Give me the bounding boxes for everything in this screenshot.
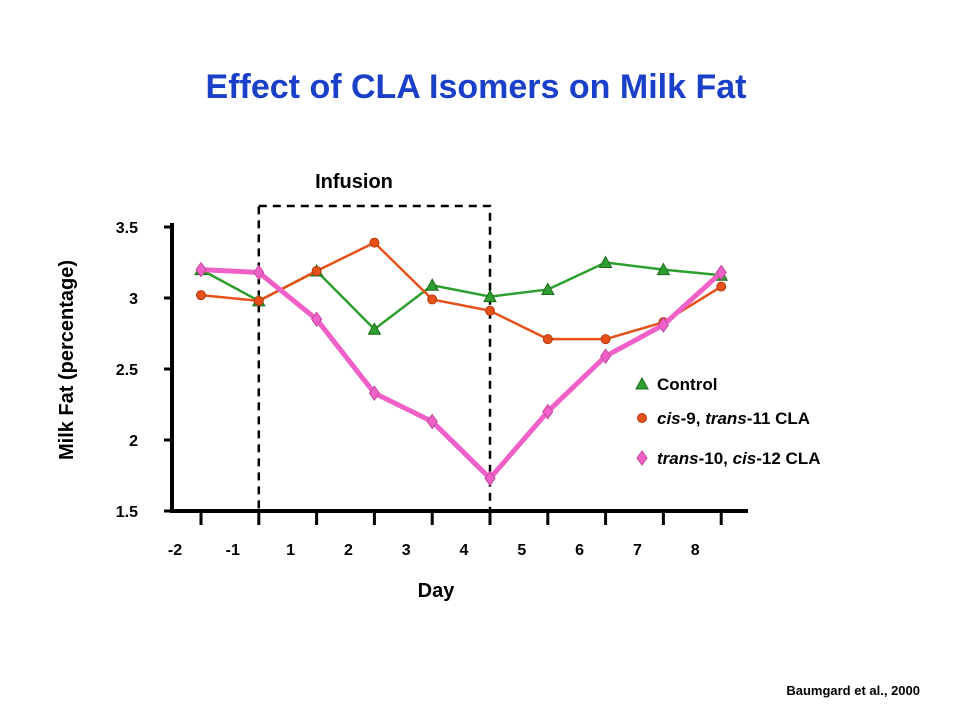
data-point xyxy=(368,385,381,402)
data-point xyxy=(600,334,611,345)
data-point xyxy=(542,403,554,420)
legend-marker xyxy=(636,450,648,466)
series-layer xyxy=(194,237,729,487)
legend-label: trans-10, cis-12 CLA xyxy=(657,449,820,468)
data-point xyxy=(715,264,727,281)
y-tick-label: 2 xyxy=(129,433,138,450)
x-tick-labels: -2 -1 1 2 3 4 5 6 7 8 xyxy=(168,511,723,559)
data-point xyxy=(425,278,440,291)
data-point xyxy=(311,266,322,277)
x-axis-label: Day xyxy=(418,580,456,602)
citation: Baumgard et al., 2000 xyxy=(786,683,920,698)
legend-label: cis-9, trans-11 CLA xyxy=(657,409,810,428)
x-tick-label: 8 xyxy=(691,542,700,559)
data-point xyxy=(427,294,438,305)
data-point xyxy=(540,282,555,295)
data-point xyxy=(598,255,613,268)
legend: Control cis-9, trans-11 CLA trans-10, cis-… xyxy=(635,375,820,468)
data-point xyxy=(483,289,497,303)
y-tick-labels: 1.5 2 2.5 3 3.5 xyxy=(116,220,172,521)
data-point xyxy=(367,322,382,335)
data-point xyxy=(253,264,265,281)
data-point xyxy=(484,470,496,487)
x-tick-label: 7 xyxy=(633,542,642,559)
series-line xyxy=(200,241,722,341)
infusion-label: Infusion xyxy=(315,171,393,193)
data-point xyxy=(657,317,670,333)
data-point xyxy=(196,290,206,301)
legend-marker xyxy=(635,376,649,390)
data-point xyxy=(426,413,438,430)
x-tick-label: -1 xyxy=(226,542,240,559)
series-0 xyxy=(194,255,729,335)
data-point xyxy=(716,281,727,292)
data-point xyxy=(485,305,495,316)
x-tick-label: 3 xyxy=(402,542,411,559)
y-tick-label: 1.5 xyxy=(116,504,138,521)
data-point xyxy=(599,348,612,365)
y-tick-label: 2.5 xyxy=(116,362,138,379)
series-line xyxy=(200,261,722,331)
y-axis-label: Milk Fat (percentage) xyxy=(56,260,78,460)
data-point xyxy=(656,262,671,276)
x-tick-label: 4 xyxy=(460,542,469,559)
y-tick-label: 3.5 xyxy=(116,220,138,237)
legend-label: Control xyxy=(657,375,717,394)
infusion-box xyxy=(257,204,492,513)
x-tick-label: 6 xyxy=(575,542,584,559)
legend-marker xyxy=(637,413,647,423)
x-tick-label: 1 xyxy=(286,542,295,559)
series-2 xyxy=(195,261,727,487)
chart-title: Effect of CLA Isomers on Milk Fat xyxy=(206,68,747,106)
data-point xyxy=(369,237,380,248)
x-tick-label: -2 xyxy=(168,542,182,559)
y-tick-label: 3 xyxy=(129,291,138,308)
data-point xyxy=(195,261,207,278)
axes xyxy=(170,223,748,513)
data-point xyxy=(253,295,264,306)
data-point xyxy=(310,311,323,328)
x-tick-label: 2 xyxy=(344,542,353,559)
x-tick-label: 5 xyxy=(517,542,526,559)
series-line xyxy=(200,267,723,481)
data-point xyxy=(542,334,553,345)
